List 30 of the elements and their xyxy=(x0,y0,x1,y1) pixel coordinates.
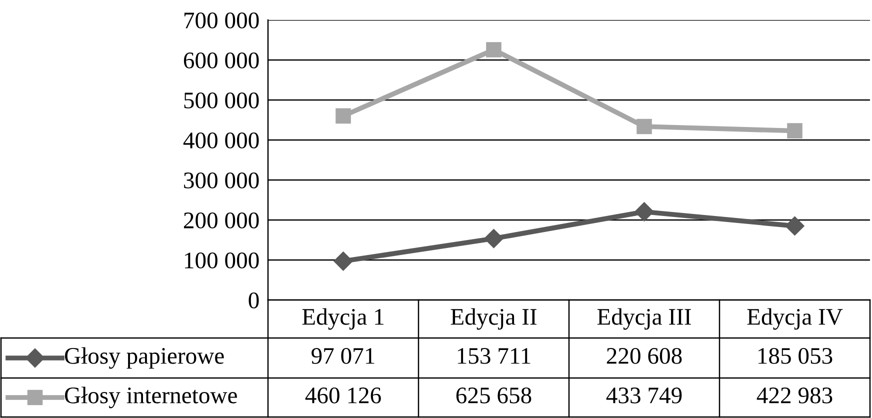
data-label: 433 749 xyxy=(606,388,682,404)
point xyxy=(636,118,652,134)
data-label: 625 658 xyxy=(456,387,532,404)
legend-label: Głosy papierowe xyxy=(64,347,224,369)
y-tick-label: 600 000 xyxy=(184,52,259,68)
y-tick-label: 500 000 xyxy=(184,92,259,108)
x-tick-label: Edycja 1 xyxy=(302,308,384,330)
x-tick-label: Edycja III xyxy=(597,308,691,330)
y-tick-label: 700 000 xyxy=(184,12,259,28)
point xyxy=(785,216,804,236)
data-label: 153 711 xyxy=(458,348,530,364)
data-label: 422 983 xyxy=(756,387,832,404)
data-label: 220 608 xyxy=(606,348,682,364)
point xyxy=(334,252,353,271)
y-tick-label: 300 000 xyxy=(184,172,259,188)
point xyxy=(634,202,654,222)
point xyxy=(484,228,504,248)
x-tick-label: Edycja IV xyxy=(747,308,843,330)
x-tick-label: Edycja II xyxy=(450,308,537,330)
y-tick-label: 0 xyxy=(248,292,259,308)
legend-label: Głosy internetowe xyxy=(64,386,237,408)
point xyxy=(336,108,351,124)
data-label: 185 053 xyxy=(758,348,832,364)
point xyxy=(787,123,802,138)
point xyxy=(486,42,502,58)
data-label: 460 126 xyxy=(305,387,381,404)
y-tick-label: 200 000 xyxy=(184,212,259,228)
y-tick-label: 400 000 xyxy=(183,132,259,148)
y-tick-label: 100 000 xyxy=(185,252,259,268)
data-label: 97 071 xyxy=(312,348,374,364)
